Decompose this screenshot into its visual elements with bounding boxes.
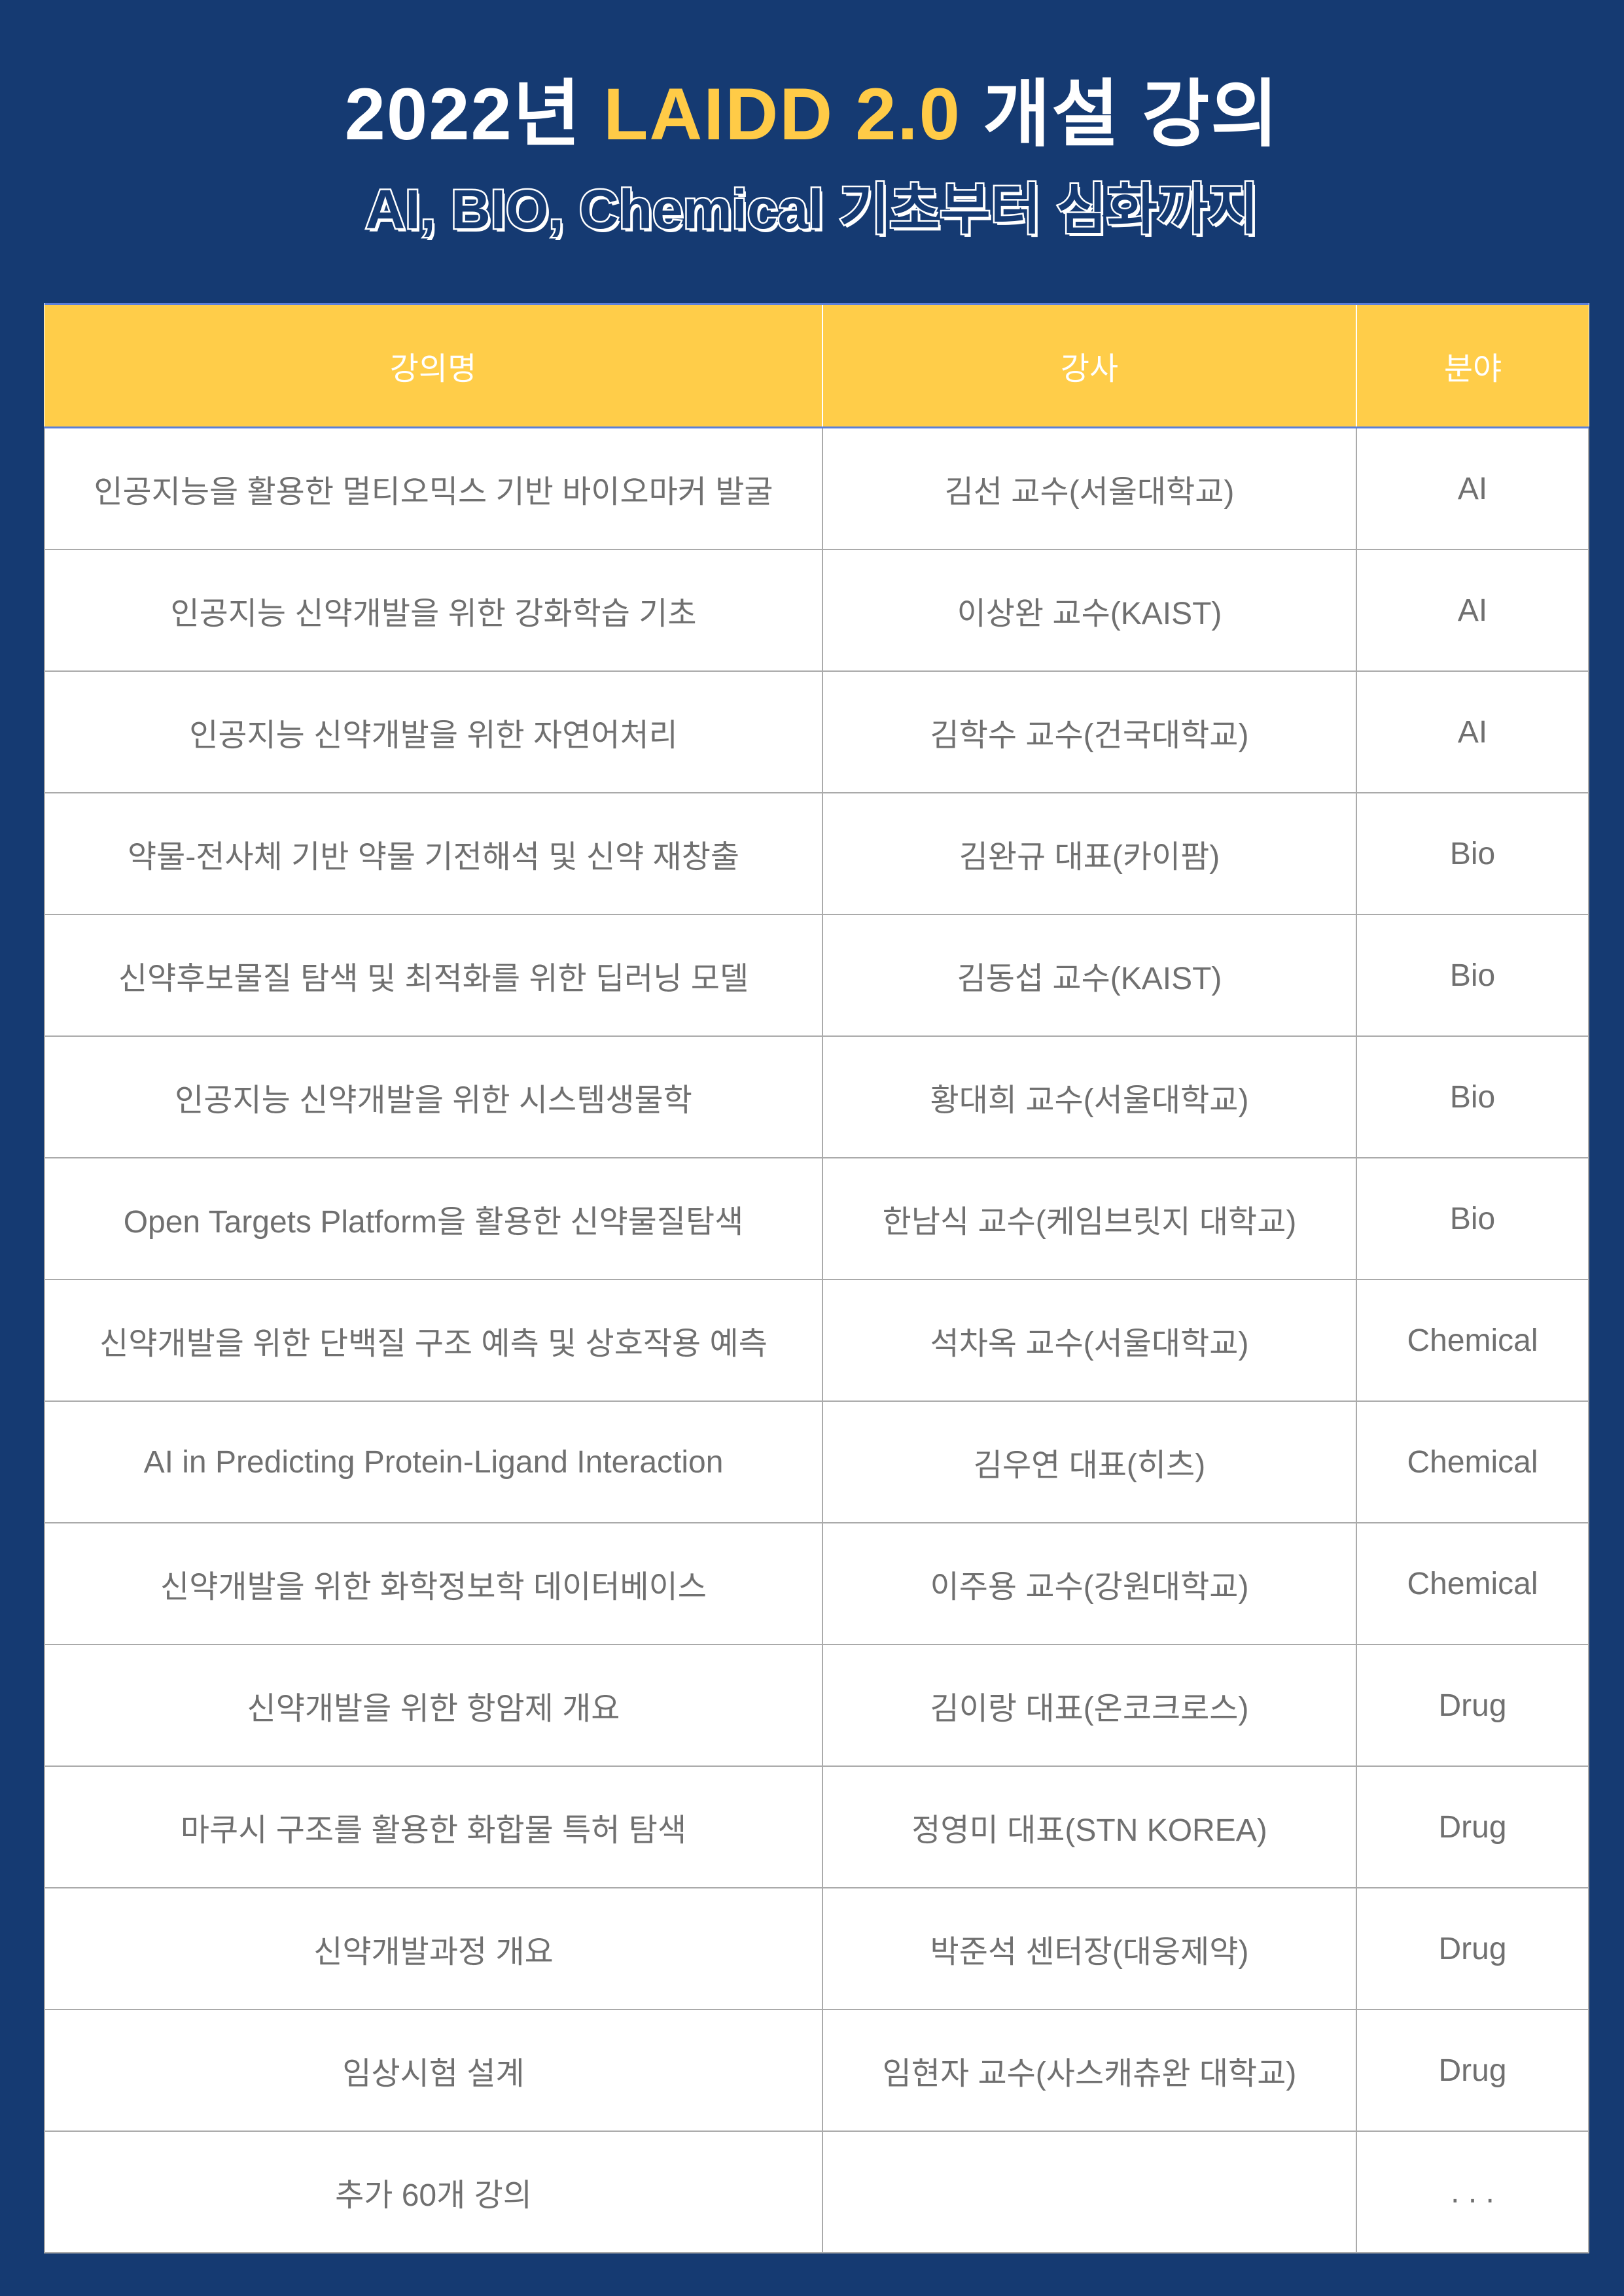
- table-row: 인공지능 신약개발을 위한 자연어처리 김학수 교수(건국대학교) AI: [44, 670, 1589, 793]
- column-header-field: 분야: [1356, 303, 1589, 428]
- field-cell: Drug: [1356, 1887, 1589, 2010]
- instructor-cell: 이주용 교수(강원대학교): [822, 1522, 1357, 1645]
- instructor-cell: 김이랑 대표(온코크로스): [822, 1644, 1357, 1767]
- lecture-name-cell: 신약개발과정 개요: [44, 1887, 823, 2010]
- title-accent: LAIDD 2.0: [603, 73, 961, 155]
- field-cell: Bio: [1356, 1157, 1589, 1280]
- lecture-table: 강의명 강사 분야 인공지능을 활용한 멀티오믹스 기반 바이오마커 발굴 김선 …: [44, 303, 1589, 2253]
- title-year: 2022년: [344, 73, 582, 155]
- lecture-name-cell: AI in Predicting Protein-Ligand Interact…: [44, 1400, 823, 1523]
- table-row: AI in Predicting Protein-Ligand Interact…: [44, 1400, 1589, 1523]
- table-row: 약물-전사체 기반 약물 기전해석 및 신약 재창출 김완규 대표(카이팜) Bio: [44, 792, 1589, 915]
- instructor-cell: 박준석 센터장(대웅제약): [822, 1887, 1357, 2010]
- table-row: 인공지능을 활용한 멀티오믹스 기반 바이오마커 발굴 김선 교수(서울대학교) A…: [44, 426, 1589, 550]
- table-row: 신약개발과정 개요 박준석 센터장(대웅제약) Drug: [44, 1887, 1589, 2010]
- table-row: 임상시험 설계 임현자 교수(사스캐츄완 대학교) Drug: [44, 2009, 1589, 2132]
- table-row: 신약개발을 위한 항암제 개요 김이랑 대표(온코크로스) Drug: [44, 1644, 1589, 1767]
- lecture-name-cell: 인공지능 신약개발을 위한 자연어처리: [44, 670, 823, 793]
- instructor-cell: 이상완 교수(KAIST): [822, 549, 1357, 672]
- lecture-name-cell: 마쿠시 구조를 활용한 화합물 특허 탐색: [44, 1765, 823, 1888]
- lecture-name-cell: 약물-전사체 기반 약물 기전해석 및 신약 재창출: [44, 792, 823, 915]
- lecture-name-cell: 신약후보물질 탐색 및 최적화를 위한 딥러닝 모델: [44, 914, 823, 1037]
- field-cell: Chemical: [1356, 1522, 1589, 1645]
- field-cell: Drug: [1356, 2009, 1589, 2132]
- table-row: 신약후보물질 탐색 및 최적화를 위한 딥러닝 모델 김동섭 교수(KAIST) B…: [44, 914, 1589, 1037]
- table-row: 인공지능 신약개발을 위한 시스템생물학 황대희 교수(서울대학교) Bio: [44, 1035, 1589, 1158]
- instructor-cell: 김학수 교수(건국대학교): [822, 670, 1357, 793]
- table-row: 인공지능 신약개발을 위한 강화학습 기초 이상완 교수(KAIST) AI: [44, 549, 1589, 672]
- instructor-cell: 한남식 교수(케임브릿지 대학교): [822, 1157, 1357, 1280]
- instructor-cell: 김우연 대표(히츠): [822, 1400, 1357, 1523]
- table-header-row: 강의명 강사 분야: [44, 303, 1589, 428]
- title-suffix: 개설 강의: [983, 73, 1280, 155]
- instructor-cell: 김완규 대표(카이팜): [822, 792, 1357, 915]
- lecture-name-cell: 인공지능을 활용한 멀티오믹스 기반 바이오마커 발굴: [44, 426, 823, 550]
- column-header-lecture: 강의명: [44, 303, 822, 428]
- lecture-name-cell: 추가 60개 강의: [44, 2131, 823, 2253]
- instructor-cell: 석차옥 교수(서울대학교): [822, 1279, 1357, 1402]
- lecture-name-cell: 인공지능 신약개발을 위한 시스템생물학: [44, 1035, 823, 1158]
- column-header-instructor: 강사: [822, 303, 1356, 428]
- lecture-name-cell: 신약개발을 위한 항암제 개요: [44, 1644, 823, 1767]
- instructor-cell: 정영미 대표(STN KOREA): [822, 1765, 1357, 1888]
- field-cell: Drug: [1356, 1765, 1589, 1888]
- lecture-name-cell: 신약개발을 위한 단백질 구조 예측 및 상호작용 예측: [44, 1279, 823, 1402]
- page-title: 2022년 LAIDD 2.0 개설 강의: [0, 65, 1624, 164]
- lecture-name-cell: 임상시험 설계: [44, 2009, 823, 2132]
- field-cell: Bio: [1356, 792, 1589, 915]
- field-cell: Bio: [1356, 1035, 1589, 1158]
- table-row: Open Targets Platform을 활용한 신약물질탐색 한남식 교수(…: [44, 1157, 1589, 1280]
- instructor-cell: [822, 2131, 1357, 2253]
- table-row: 신약개발을 위한 화학정보학 데이터베이스 이주용 교수(강원대학교) Chemic…: [44, 1522, 1589, 1645]
- lecture-name-cell: 신약개발을 위한 화학정보학 데이터베이스: [44, 1522, 823, 1645]
- instructor-cell: 김동섭 교수(KAIST): [822, 914, 1357, 1037]
- field-cell: . . .: [1356, 2131, 1589, 2253]
- field-cell: Chemical: [1356, 1279, 1589, 1402]
- field-cell: Chemical: [1356, 1400, 1589, 1523]
- instructor-cell: 임현자 교수(사스캐츄완 대학교): [822, 2009, 1357, 2132]
- table-row: 마쿠시 구조를 활용한 화합물 특허 탐색 정영미 대표(STN KOREA) Dr…: [44, 1765, 1589, 1888]
- lecture-name-cell: Open Targets Platform을 활용한 신약물질탐색: [44, 1157, 823, 1280]
- table-row: 신약개발을 위한 단백질 구조 예측 및 상호작용 예측 석차옥 교수(서울대학교…: [44, 1279, 1589, 1402]
- instructor-cell: 김선 교수(서울대학교): [822, 426, 1357, 550]
- field-cell: Drug: [1356, 1644, 1589, 1767]
- lecture-name-cell: 인공지능 신약개발을 위한 강화학습 기초: [44, 549, 823, 672]
- page-subtitle: AI, BIO, Chemical 기초부터 심화까지: [364, 177, 1260, 242]
- field-cell: AI: [1356, 670, 1589, 793]
- field-cell: AI: [1356, 549, 1589, 672]
- field-cell: AI: [1356, 426, 1589, 550]
- instructor-cell: 황대희 교수(서울대학교): [822, 1035, 1357, 1158]
- field-cell: Bio: [1356, 914, 1589, 1037]
- table-row: 추가 60개 강의 . . .: [44, 2131, 1589, 2253]
